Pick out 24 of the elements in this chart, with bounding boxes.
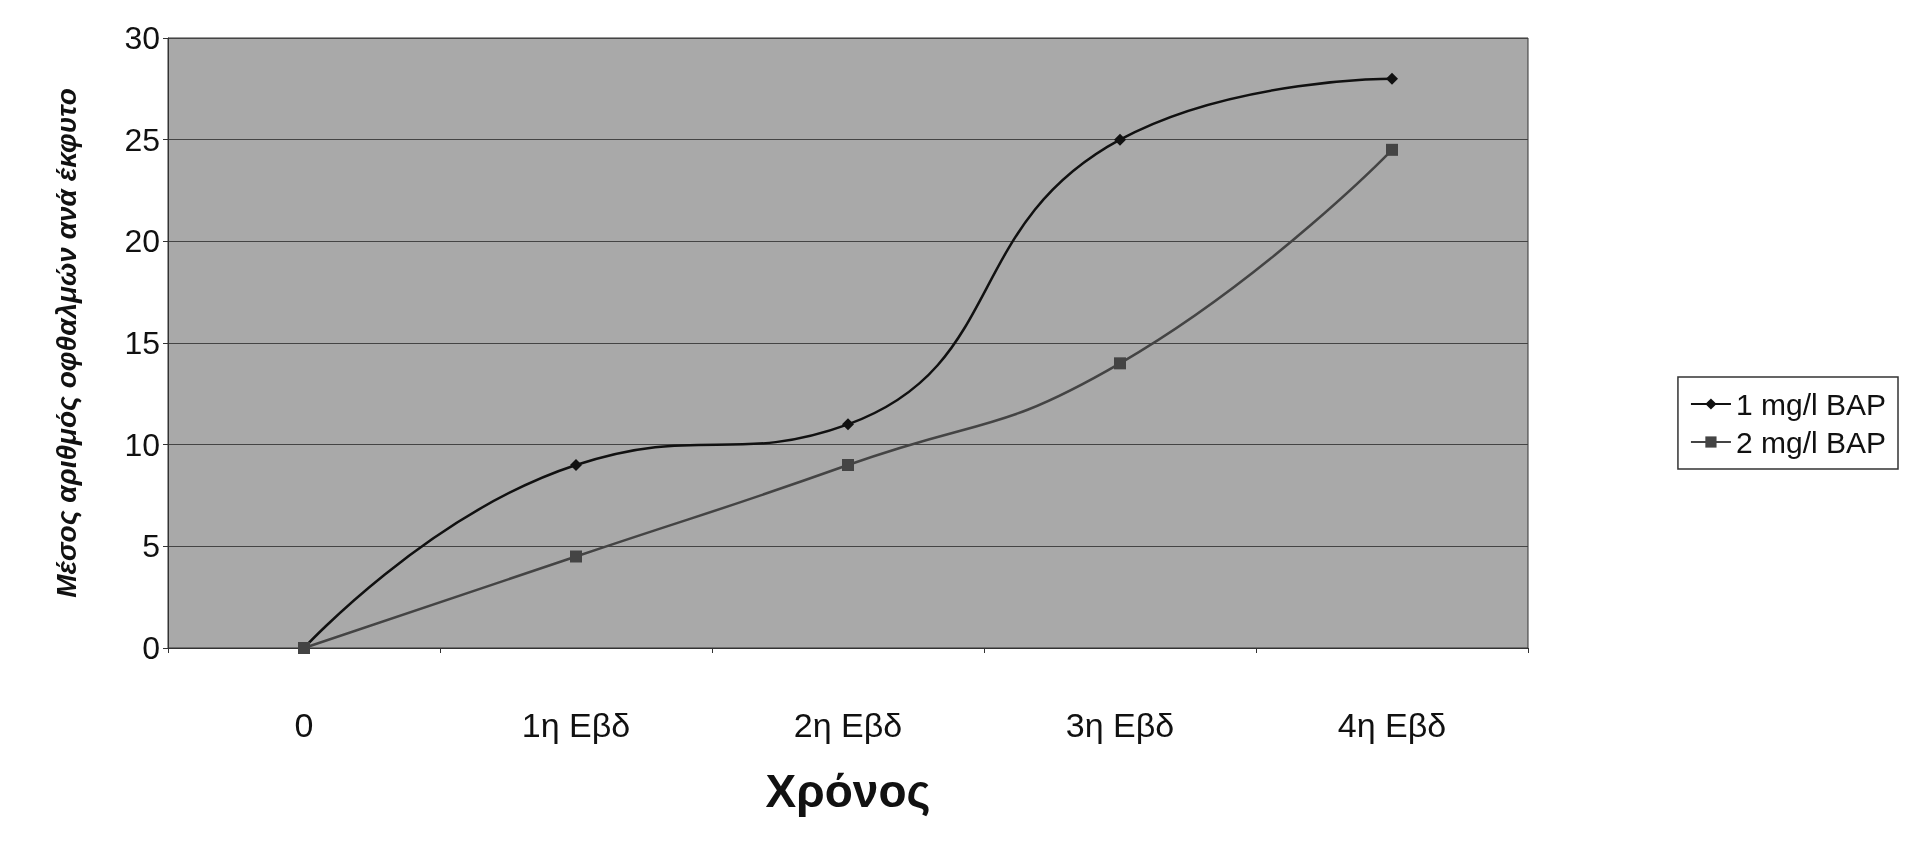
legend-label: 2 mg/l BAP [1735,425,1886,459]
y-tick-label: 25 [124,121,160,158]
point [1386,72,1398,85]
x-tick-label: 1η Εβδ [521,706,631,744]
x-axis-title: Χρόνος [765,765,931,817]
y-tick-label: 30 [124,20,160,56]
point [842,459,854,471]
y-tick-label: 5 [142,528,160,565]
x-tick-label: 0 [294,706,314,744]
x-tick-label: 3η Εβδ [1065,706,1175,744]
point [570,459,582,471]
y-axis-title: Μέσος αριθμός οφθαλμών ανά έκφυτο [50,88,82,598]
y-tick-label: 0 [142,630,160,666]
x-tick-label: 2η Εβδ [793,706,903,744]
x-tick-label: 4η Εβδ [1337,706,1447,744]
y-tick-label: 10 [124,426,160,463]
point [842,418,854,431]
point [1114,133,1126,146]
point [1114,357,1126,370]
y-tick-label: 15 [124,325,160,361]
point [1386,143,1398,156]
legend-label: 1 mg/l BAP [1735,387,1886,421]
y-tick-label: 20 [124,223,160,260]
point [570,550,582,563]
